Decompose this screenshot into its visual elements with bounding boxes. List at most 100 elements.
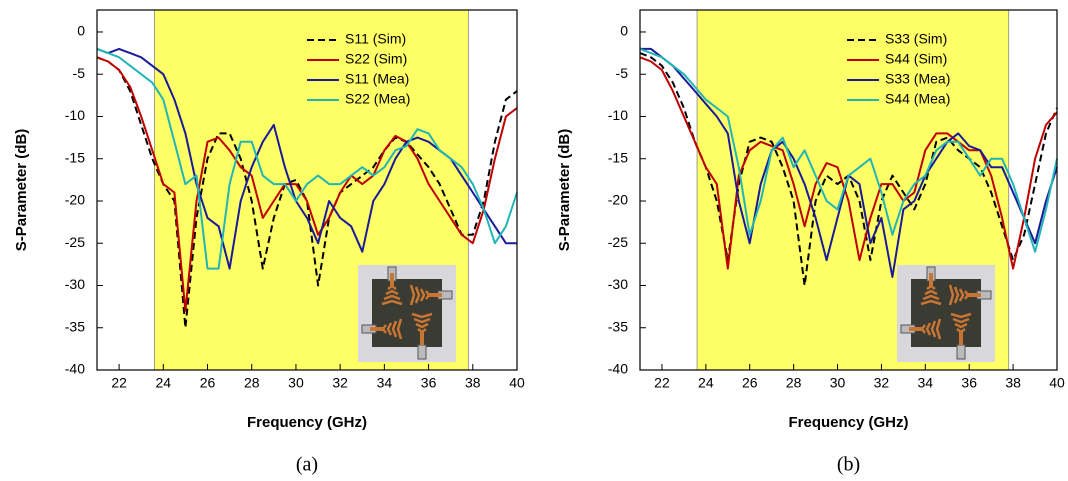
- connector: [956, 344, 966, 360]
- x-tick-label: 34: [918, 375, 934, 391]
- x-tick-label: 34: [377, 375, 393, 391]
- series-line: [639, 56, 1058, 270]
- radiator: [411, 312, 433, 345]
- y-tick-label: 0: [620, 23, 628, 39]
- y-tick-label: 0: [77, 23, 85, 39]
- series-line: [639, 47, 1058, 253]
- feed: [428, 293, 442, 297]
- legend-label: S44 (Sim): [885, 51, 947, 67]
- legend-label: S11 (Mea): [345, 71, 409, 87]
- y-tick-label: -35: [65, 318, 85, 334]
- x-tick-label: 22: [111, 375, 127, 391]
- y-tick-label: -30: [608, 276, 628, 292]
- radiator: [409, 284, 442, 306]
- chevron: [381, 324, 387, 334]
- feed: [929, 273, 933, 287]
- x-tick-label: 28: [244, 375, 260, 391]
- chevron: [381, 299, 403, 306]
- x-tick-label: 32: [874, 375, 890, 391]
- feed: [370, 327, 384, 331]
- y-axis-title: S-Parameter (dB): [13, 129, 30, 252]
- chevron: [950, 312, 972, 319]
- legend-label: S33 (Mea): [885, 71, 950, 87]
- legend-label: S11 (Sim): [345, 31, 406, 47]
- chevron: [419, 288, 426, 302]
- y-tick-label: -5: [616, 65, 629, 81]
- plot-frame: [639, 9, 1058, 371]
- chevron: [954, 322, 968, 329]
- y-tick-label: -10: [65, 107, 85, 123]
- x-tick-label: 24: [156, 375, 172, 391]
- substrate: [911, 279, 981, 347]
- x-tick-label: 38: [465, 375, 481, 391]
- y-tick-label: -20: [65, 192, 85, 208]
- feed: [420, 331, 424, 345]
- chevron: [922, 294, 940, 301]
- series-line: [96, 47, 518, 270]
- x-tick-label: 26: [742, 375, 758, 391]
- feed: [959, 331, 963, 345]
- chevron: [920, 324, 926, 334]
- legend-label: S33 (Sim): [885, 31, 947, 47]
- chevron: [953, 286, 960, 304]
- chevron: [425, 290, 431, 300]
- radiator: [381, 273, 403, 306]
- x-tick-label: 22: [654, 375, 670, 391]
- x-tick-label: 38: [1005, 375, 1021, 391]
- chevron: [924, 289, 938, 296]
- plot-frame: [96, 9, 518, 371]
- y-tick-label: -15: [608, 149, 628, 165]
- panel-label: (a): [296, 454, 318, 476]
- legend-label: S22 (Sim): [345, 51, 407, 67]
- x-tick-label: 40: [1049, 375, 1065, 391]
- x-tick-label: 36: [421, 375, 437, 391]
- chevron: [952, 317, 970, 324]
- chevron: [956, 328, 966, 334]
- x-tick-label: 40: [509, 375, 525, 391]
- x-tick-label: 36: [961, 375, 977, 391]
- radiator: [920, 273, 942, 306]
- x-tick-label: 32: [332, 375, 348, 391]
- x-tick-label: 26: [200, 375, 216, 391]
- chevron: [391, 320, 398, 338]
- chevron: [926, 284, 936, 290]
- x-axis-title: Frequency (GHz): [788, 414, 908, 431]
- chevron: [958, 288, 965, 302]
- feed: [390, 273, 394, 287]
- chevron: [411, 312, 433, 319]
- feed: [909, 327, 923, 331]
- chevron: [930, 320, 937, 338]
- y-tick-label: -10: [608, 107, 628, 123]
- y-tick-label: -25: [65, 234, 85, 250]
- chevron: [417, 328, 427, 334]
- legend-label: S44 (Mea): [885, 91, 950, 107]
- y-tick-label: -20: [608, 192, 628, 208]
- feed: [967, 293, 981, 297]
- y-tick-label: -40: [608, 361, 628, 377]
- antenna-inset: [897, 265, 995, 362]
- chevron: [386, 322, 393, 336]
- y-tick-label: -15: [65, 149, 85, 165]
- chevron: [413, 317, 431, 324]
- y-tick-label: -25: [608, 234, 628, 250]
- chevron: [409, 284, 416, 306]
- substrate: [372, 279, 442, 347]
- chevron: [387, 284, 397, 290]
- antenna-inset: [358, 265, 456, 362]
- y-tick-label: -30: [65, 276, 85, 292]
- chevron: [920, 299, 942, 306]
- chevron: [415, 322, 429, 329]
- radiator: [950, 312, 972, 345]
- chevron: [414, 286, 421, 304]
- x-axis-title: Frequency (GHz): [247, 414, 367, 431]
- radiator: [948, 284, 981, 306]
- radiator: [370, 318, 403, 340]
- chevron: [935, 318, 942, 340]
- chevron: [385, 289, 399, 296]
- legend-label: S22 (Mea): [345, 91, 410, 107]
- chevron: [383, 294, 401, 301]
- chevron: [964, 290, 970, 300]
- x-tick-label: 30: [288, 375, 304, 391]
